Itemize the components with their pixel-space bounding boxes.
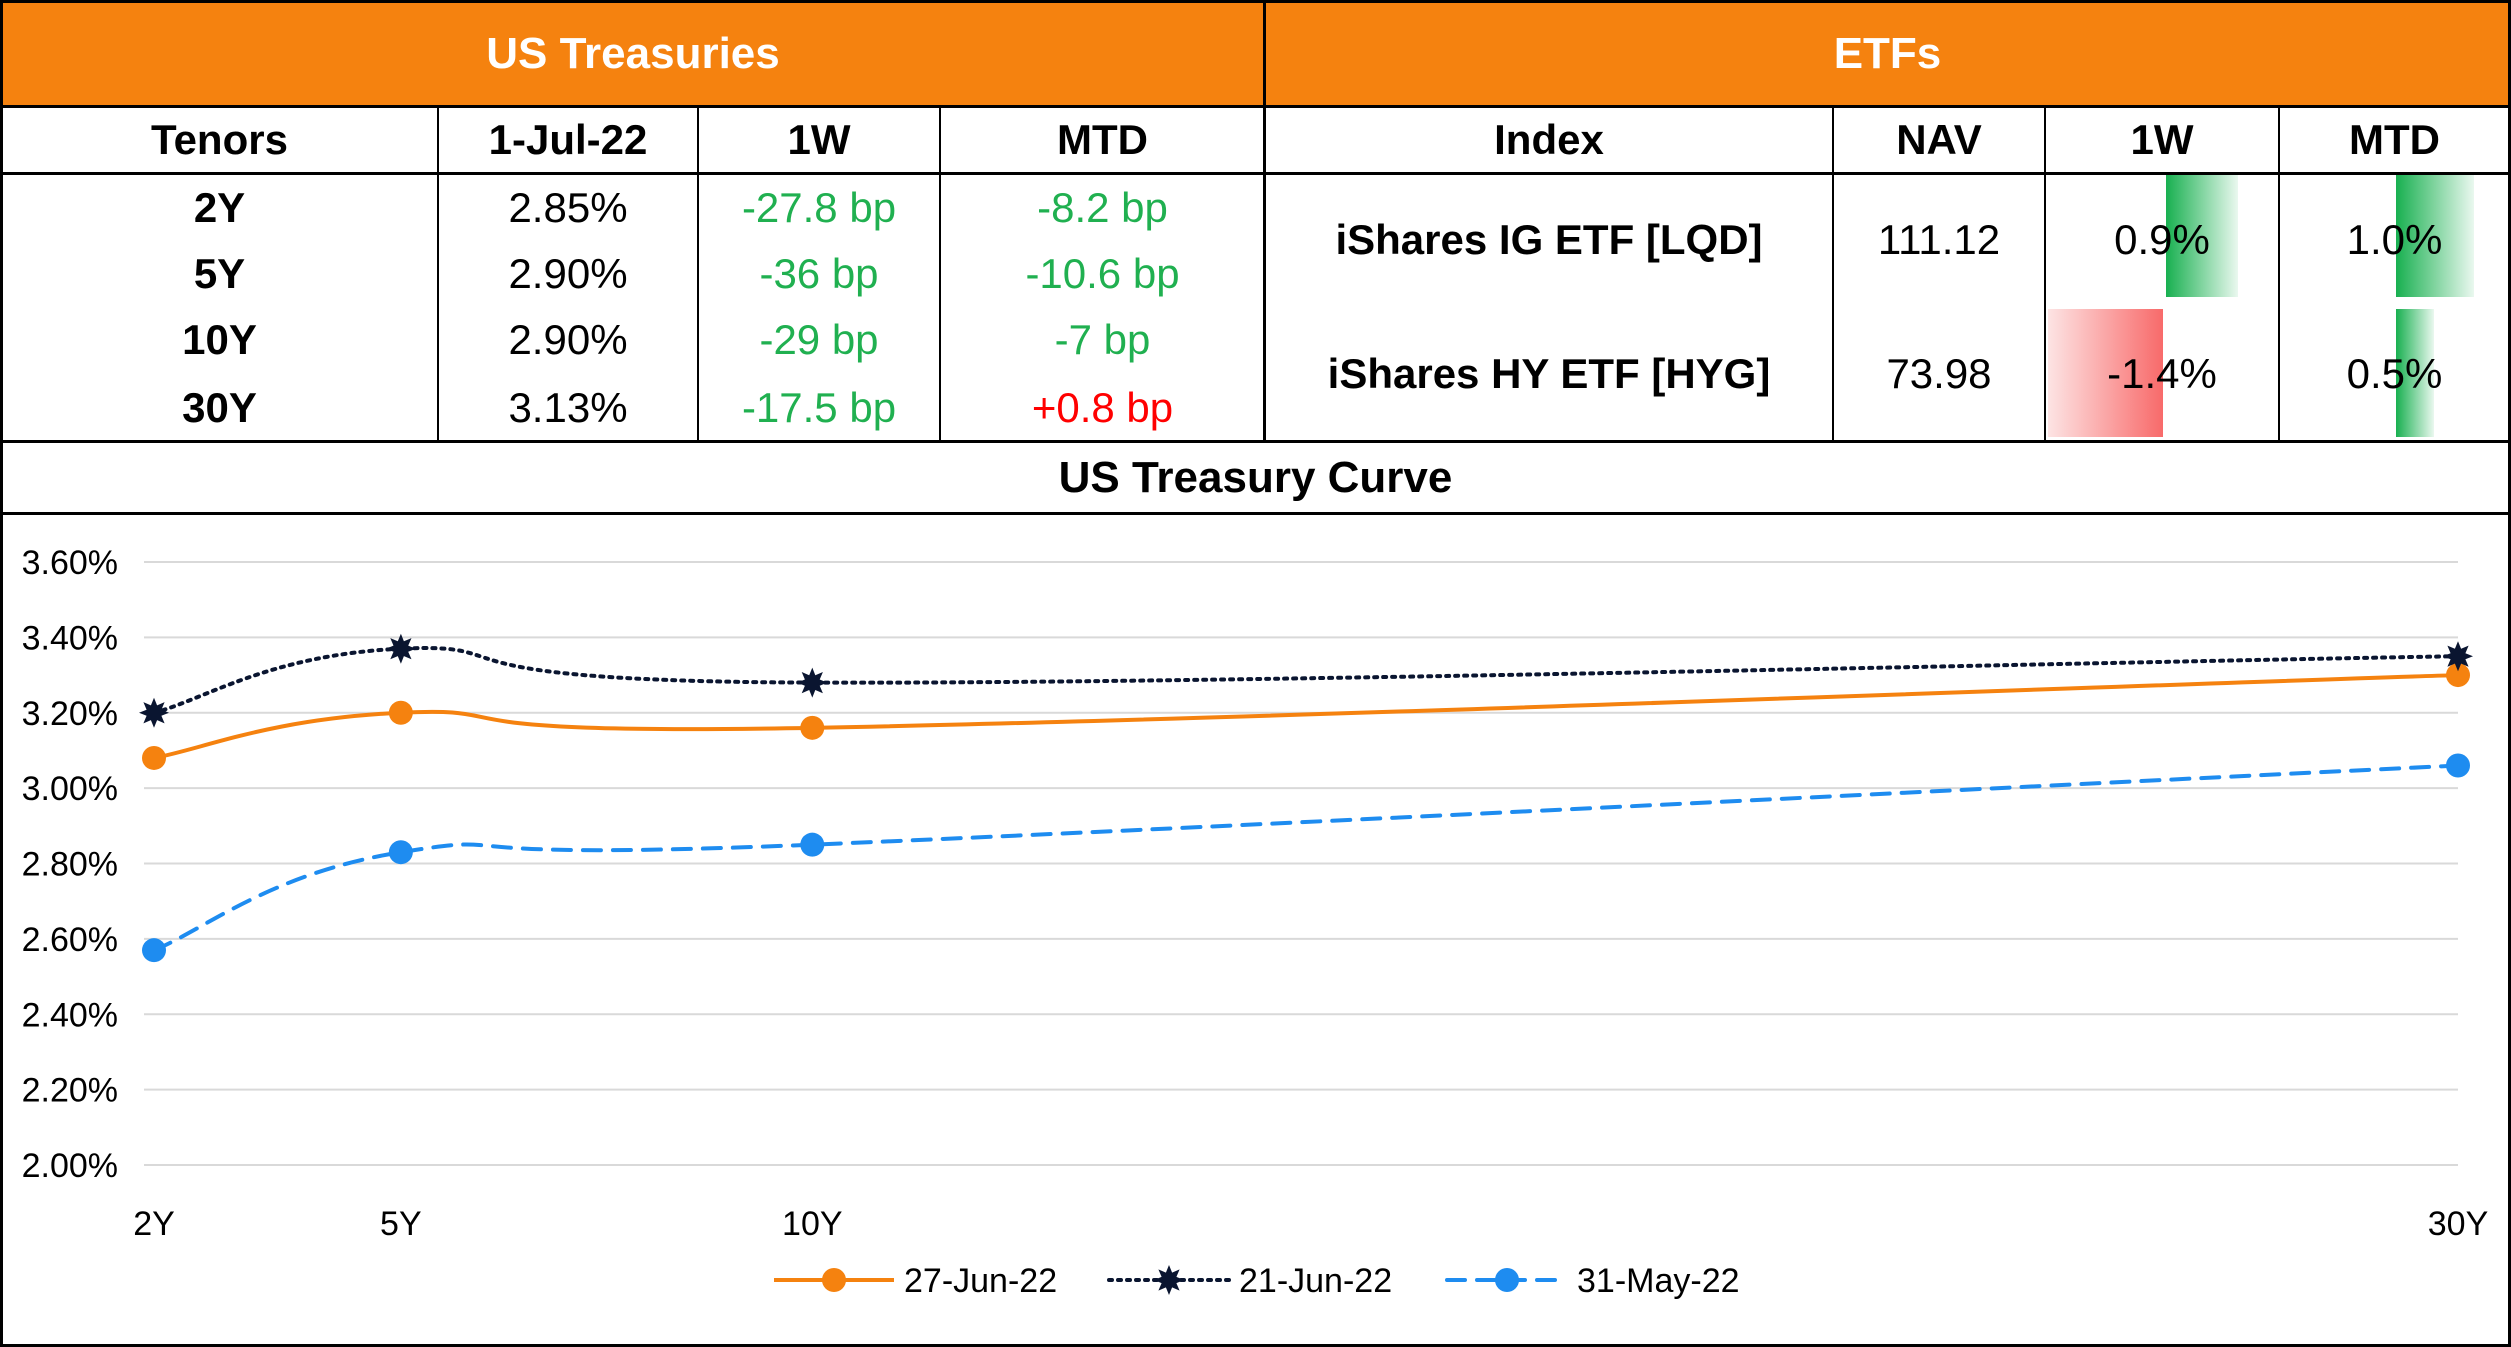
legend-label: 27-Jun-22 bbox=[904, 1262, 1057, 1300]
change-mtd: +0.8 bp bbox=[1031, 384, 1174, 431]
data-point bbox=[388, 840, 413, 865]
y-tick-label: 3.60% bbox=[22, 544, 118, 582]
tenor-label: 2Y bbox=[193, 184, 246, 231]
data-point bbox=[2443, 641, 2473, 672]
data-point bbox=[800, 715, 825, 740]
change-1w: -36 bp bbox=[759, 250, 879, 297]
chart-title: US Treasury Curve bbox=[1058, 453, 1453, 502]
etf-index-name: iShares HY ETF [HYG] bbox=[1327, 350, 1771, 397]
y-tick-label: 3.40% bbox=[22, 619, 118, 657]
grid-line bbox=[1263, 0, 1266, 443]
change-mtd: -7 bp bbox=[1054, 316, 1151, 363]
col-header-mtd: MTD bbox=[941, 107, 1264, 173]
etf-1w: 0.9% bbox=[2114, 216, 2210, 263]
etfs-title: ETFs bbox=[1266, 2, 2509, 105]
legend-swatch-marker bbox=[822, 1268, 846, 1292]
data-point bbox=[142, 938, 166, 963]
grid-line bbox=[437, 105, 439, 443]
change-mtd: -10.6 bp bbox=[1025, 250, 1180, 297]
tenor-label: 10Y bbox=[182, 316, 257, 363]
series-line bbox=[153, 673, 2459, 760]
data-point bbox=[2446, 753, 2470, 778]
tenor-label: 5Y bbox=[193, 250, 246, 297]
y-tick-label: 2.60% bbox=[22, 921, 118, 959]
etf-nav: 73.98 bbox=[1886, 350, 1992, 397]
col-header-nav: NAV bbox=[1834, 107, 2044, 173]
y-tick-label: 2.80% bbox=[22, 846, 118, 884]
col-header-etf-1w: 1W bbox=[2046, 107, 2278, 173]
col-header-tenors: Tenors bbox=[2, 107, 437, 173]
col-header-index: Index bbox=[1266, 107, 1832, 173]
legend-label: 21-Jun-22 bbox=[1239, 1262, 1392, 1300]
data-point bbox=[385, 633, 416, 664]
grid-line bbox=[2044, 105, 2046, 443]
y-tick-label: 2.00% bbox=[22, 1147, 118, 1185]
data-point bbox=[388, 700, 413, 725]
change-1w: -17.5 bp bbox=[741, 384, 897, 431]
legend-item: 27-Jun-22 bbox=[774, 1262, 1057, 1300]
yield-value: 2.90% bbox=[508, 250, 628, 297]
grid-line bbox=[2278, 105, 2280, 443]
grid-line bbox=[0, 0, 2511, 3]
treasury-curve-chart: 3.60% 3.40% 3.20% 3.00% 2.80% 2.60% 2.40% 2.20%… bbox=[22, 544, 2489, 1300]
grid-line bbox=[697, 105, 699, 443]
grid-line bbox=[0, 440, 2511, 443]
x-tick-label: 5Y bbox=[380, 1205, 422, 1243]
x-tick-label: 30Y bbox=[2428, 1205, 2489, 1243]
tenor-label: 30Y bbox=[182, 384, 257, 431]
grid-line bbox=[2508, 0, 2511, 1347]
y-tick-label: 3.20% bbox=[22, 695, 118, 733]
data-point bbox=[139, 697, 169, 728]
yield-value: 2.90% bbox=[508, 316, 628, 363]
grid-line bbox=[0, 512, 2511, 515]
x-tick-label: 10Y bbox=[782, 1205, 843, 1243]
y-tick-label: 2.20% bbox=[22, 1072, 118, 1110]
data-point bbox=[142, 745, 166, 770]
change-1w: -29 bp bbox=[759, 316, 879, 363]
lqd-mtd-bar bbox=[2396, 175, 2474, 297]
grid-line bbox=[0, 1344, 2511, 1347]
grid-line bbox=[0, 172, 2511, 175]
etf-mtd: 1.0% bbox=[2346, 216, 2443, 263]
change-1w: -27.8 bp bbox=[741, 184, 897, 231]
data-point bbox=[2446, 663, 2470, 688]
hyg-1w-bar bbox=[2048, 309, 2163, 437]
yield-value: 2.85% bbox=[508, 184, 628, 231]
y-tick-label: 2.40% bbox=[22, 996, 118, 1034]
etf-nav: 111.12 bbox=[1877, 216, 2001, 263]
grid-line bbox=[1832, 105, 1834, 443]
hyg-mtd-bar bbox=[2396, 309, 2434, 437]
col-header-date: 1-Jul-22 bbox=[439, 107, 697, 173]
grid-line bbox=[0, 0, 3, 1347]
legend-swatch-marker bbox=[1495, 1268, 1519, 1292]
grid-line bbox=[0, 105, 2511, 108]
series-line bbox=[152, 646, 2460, 715]
etf-mtd: 0.5% bbox=[2346, 350, 2443, 397]
legend-item: 21-Jun-22 bbox=[1107, 1262, 1392, 1300]
legend-item: 31-May-22 bbox=[1445, 1262, 1740, 1300]
legend-swatch-marker bbox=[1154, 1265, 1184, 1295]
y-tick-label: 3.00% bbox=[22, 770, 118, 808]
change-mtd: -8.2 bp bbox=[1037, 184, 1168, 231]
yield-value: 3.13% bbox=[508, 384, 628, 431]
treasuries-title: US Treasuries bbox=[2, 2, 1264, 105]
col-header-etf-mtd: MTD bbox=[2280, 107, 2509, 173]
data-point bbox=[800, 832, 825, 857]
x-tick-label: 2Y bbox=[133, 1205, 175, 1243]
legend-label: 31-May-22 bbox=[1577, 1262, 1740, 1300]
grid-line bbox=[939, 105, 941, 443]
etf-index-name: iShares IG ETF [LQD] bbox=[1335, 216, 1763, 263]
series-line bbox=[152, 763, 2460, 953]
etf-1w: -1.4% bbox=[2107, 350, 2217, 397]
data-point bbox=[797, 667, 828, 698]
col-header-1w: 1W bbox=[699, 107, 939, 173]
lqd-1w-bar bbox=[2166, 175, 2238, 297]
